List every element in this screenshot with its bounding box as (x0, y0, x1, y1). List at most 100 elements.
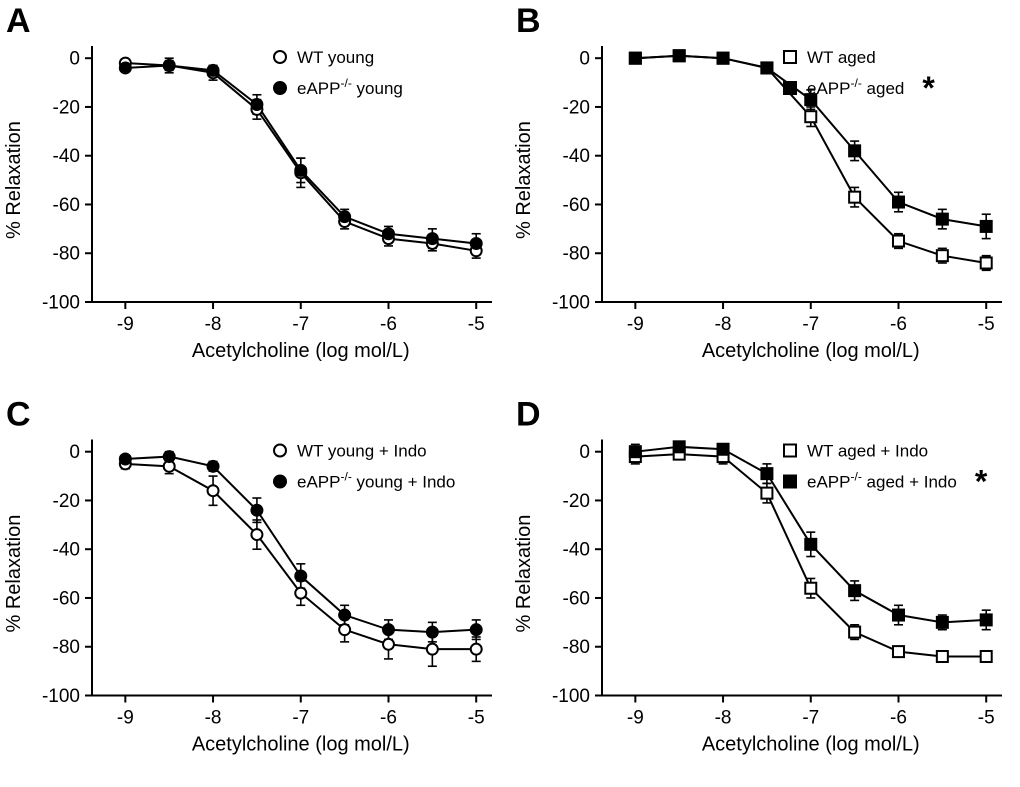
data-point-marker (469, 236, 483, 250)
data-point-marker (469, 623, 483, 637)
data-point-marker (162, 450, 176, 464)
data-point-marker (628, 51, 642, 65)
data-point-marker (250, 98, 264, 112)
data-point-marker (891, 195, 905, 209)
data-point-marker (250, 503, 264, 517)
legend-entry-label: eAPP-/- aged (807, 76, 904, 98)
legend-marker (783, 443, 797, 458)
data-point-marker (891, 645, 905, 659)
x-tick-label: -7 (292, 708, 309, 729)
significance-asterisk: * (922, 70, 935, 106)
data-point-marker (760, 61, 774, 75)
legend-marker (273, 81, 287, 95)
y-tick-label: -20 (563, 491, 590, 512)
y-tick-label: -40 (53, 146, 80, 167)
data-point-marker (760, 467, 774, 481)
data-point-marker (935, 249, 949, 263)
x-tick-label: -8 (715, 314, 732, 335)
x-tick-label: -5 (468, 314, 485, 335)
data-point-marker (672, 440, 686, 454)
x-tick-label: -7 (292, 314, 309, 335)
y-tick-label: -20 (53, 491, 80, 512)
series-line (125, 462, 477, 651)
x-tick-label: -7 (802, 708, 819, 729)
panel-label: A (6, 2, 31, 40)
panel-A-chart: -9 -8 -7 -6 -5 0 -20 -40 -60 -80 -100 Acetylcholine… (3, 2, 492, 362)
x-axis-title: Acetylcholine (log mol/L) (192, 340, 410, 362)
x-tick-label: -7 (802, 314, 819, 335)
data-point-marker (716, 51, 730, 65)
data-point-marker (979, 649, 993, 663)
data-point-marker (118, 61, 132, 75)
x-tick-label: -6 (380, 708, 397, 729)
data-point-marker (250, 528, 264, 542)
y-tick-label: -80 (53, 244, 80, 265)
x-tick-label: -6 (380, 314, 397, 335)
data-point-marker (804, 110, 818, 124)
data-point-marker (672, 49, 686, 63)
data-point-marker (118, 452, 132, 466)
x-tick-label: -9 (627, 314, 644, 335)
y-tick-label: -80 (563, 637, 590, 658)
data-point-marker (804, 93, 818, 107)
legend-marker (273, 50, 287, 64)
legend-entry-label: WT young + Indo (297, 442, 427, 461)
data-point-marker (848, 144, 862, 158)
data-point-marker (979, 219, 993, 233)
legend-entry-label: eAPP-/- young (297, 76, 403, 98)
y-tick-label: 0 (579, 442, 590, 463)
data-point-marker (294, 163, 308, 177)
x-tick-label: -9 (117, 708, 134, 729)
data-point-marker (206, 63, 220, 77)
data-point-marker (979, 256, 993, 270)
legend-entry-label: WT young (297, 48, 374, 67)
y-tick-label: -100 (552, 293, 590, 314)
data-point-marker (425, 232, 439, 246)
y-tick-label: -20 (53, 97, 80, 118)
y-tick-label: -40 (53, 540, 80, 561)
y-tick-label: -20 (563, 97, 590, 118)
panel-C-chart: -9 -8 -7 -6 -5 0 -20 -40 -60 -80 -100 Acetylcholine… (3, 396, 492, 756)
data-point-marker (338, 608, 352, 622)
data-point-marker (294, 569, 308, 583)
x-axis-title: Acetylcholine (log mol/L) (702, 734, 920, 756)
significance-asterisk: * (975, 464, 988, 500)
y-axis-title: % Relaxation (513, 515, 535, 633)
data-point-marker (425, 625, 439, 639)
y-axis-title: % Relaxation (3, 515, 25, 633)
data-point-marker (338, 623, 352, 637)
legend-marker (783, 81, 797, 95)
legend-entry-label: eAPP-/- aged + Indo (807, 470, 957, 492)
y-tick-label: -40 (563, 146, 590, 167)
data-point-marker (206, 459, 220, 473)
data-point-marker (294, 586, 308, 600)
y-tick-label: 0 (69, 49, 80, 70)
data-point-marker (848, 190, 862, 204)
y-tick-label: -80 (563, 244, 590, 265)
data-point-marker (891, 608, 905, 622)
data-point-marker (935, 212, 949, 226)
x-tick-label: -8 (205, 314, 222, 335)
y-tick-label: -60 (563, 588, 590, 609)
panel-label: C (6, 396, 31, 434)
y-tick-label: -40 (563, 540, 590, 561)
y-tick-label: 0 (69, 442, 80, 463)
data-point-marker (162, 59, 176, 73)
data-point-marker (469, 642, 483, 656)
y-tick-label: -100 (552, 686, 590, 707)
panel-label: D (516, 396, 541, 434)
data-point-marker (381, 623, 395, 637)
data-point-marker (206, 484, 220, 498)
y-axis-title: % Relaxation (3, 121, 25, 239)
y-tick-label: -80 (53, 637, 80, 658)
legend-entry-label: WT aged + Indo (807, 442, 928, 461)
x-tick-label: -8 (715, 708, 732, 729)
data-point-marker (935, 615, 949, 629)
panel-B-chart: -9 -8 -7 -6 -5 0 -20 -40 -60 -80 -100 Acetylcholine… (513, 2, 1002, 362)
x-tick-label: -6 (890, 314, 907, 335)
legend-entry-label: WT aged (807, 48, 876, 67)
data-point-marker (381, 637, 395, 651)
x-tick-label: -6 (890, 708, 907, 729)
data-point-marker (804, 537, 818, 551)
